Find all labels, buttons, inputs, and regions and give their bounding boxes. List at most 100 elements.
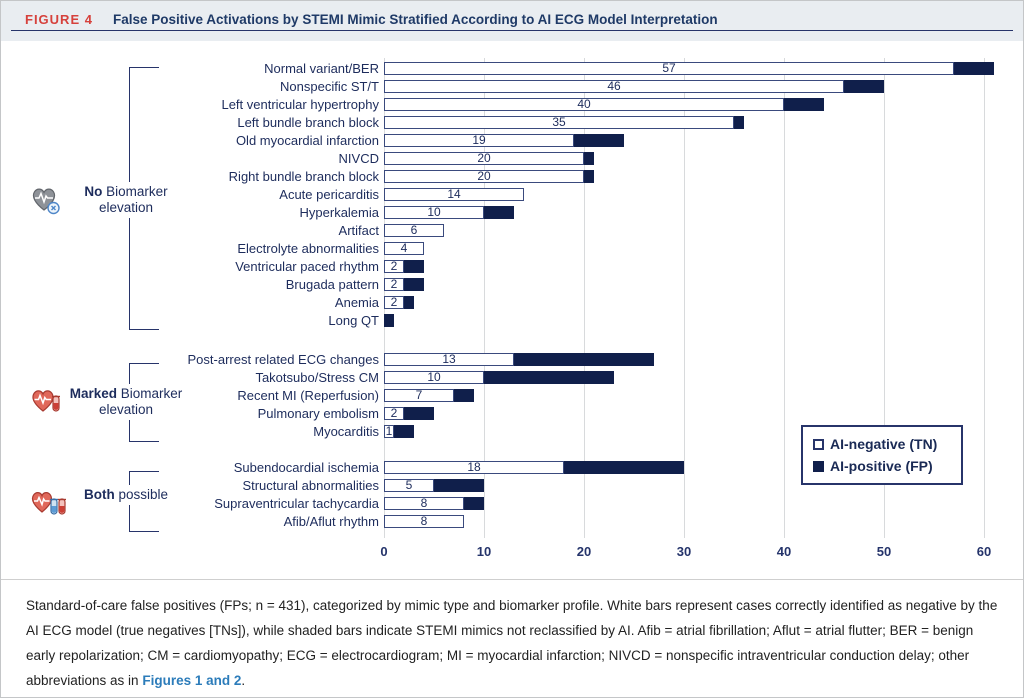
bar-fp-segment <box>404 260 424 273</box>
category-label: Afib/Aflut rhythm <box>283 514 379 529</box>
category-label: Long QT <box>328 313 379 328</box>
bar-value-label: 40 <box>577 97 591 111</box>
x-tick-label: 20 <box>576 544 592 559</box>
heart-ecg-x-icon <box>32 188 60 215</box>
category-label: Right bundle branch block <box>228 169 379 184</box>
bar-tn-segment <box>384 461 564 474</box>
category-label: Acute pericarditis <box>279 187 379 202</box>
bar-tn-segment <box>384 134 574 147</box>
bar-tn-segment <box>384 242 424 255</box>
bar-fp-segment <box>584 152 594 165</box>
legend-item-ai-positive: AI-positive (FP) <box>813 458 951 474</box>
x-tick-label: 40 <box>776 544 792 559</box>
category-label: Left bundle branch block <box>237 115 379 130</box>
category-label: Hyperkalemia <box>299 205 379 220</box>
figure-header: FIGURE 4 False Positive Activations by S… <box>1 1 1023 41</box>
bar-fp-segment <box>954 62 994 75</box>
x-tick-label: 50 <box>876 544 892 559</box>
category-label: Recent MI (Reperfusion) <box>237 388 379 403</box>
bar-fp-segment <box>464 497 484 510</box>
header-rule <box>11 30 1013 31</box>
x-tick-label: 10 <box>476 544 492 559</box>
bar-fp-segment <box>574 134 624 147</box>
gridline <box>684 58 685 538</box>
bar-fp-segment <box>584 170 594 183</box>
bar-value-label: 2 <box>390 295 398 309</box>
bar-tn-segment <box>384 353 514 366</box>
bar-tn-segment <box>384 425 394 438</box>
bar-value-label: 18 <box>467 460 481 474</box>
gridline <box>884 58 885 538</box>
gridline <box>484 58 485 538</box>
bar-value-label: 8 <box>420 514 428 528</box>
bar-value-label: 35 <box>552 115 566 129</box>
x-tick-label: 0 <box>380 544 388 559</box>
bar-value-label: 2 <box>390 259 398 273</box>
bar-value-label: 2 <box>390 406 398 420</box>
bar-tn-segment <box>384 188 524 201</box>
bar-value-label: 19 <box>472 133 486 147</box>
bar-value-label: 10 <box>427 205 441 219</box>
heart-ecg-two-tubes-icon <box>31 492 66 515</box>
category-label: Old myocardial infarction <box>235 133 379 148</box>
category-label: Pulmonary embolism <box>257 406 379 421</box>
bar-tn-segment <box>384 497 464 510</box>
bar-fp-segment <box>734 116 744 129</box>
bar-value-label: 46 <box>607 79 621 93</box>
heart-ecg-tube-icon <box>32 390 60 412</box>
bar-tn-segment <box>384 98 784 111</box>
category-label: Artifact <box>338 223 379 238</box>
bar-fp-segment <box>514 353 654 366</box>
bar-fp-segment <box>394 425 414 438</box>
bar-tn-segment <box>384 407 404 420</box>
bar-tn-segment <box>384 206 484 219</box>
category-label: Post-arrest related ECG changes <box>187 352 379 367</box>
bar-tn-segment <box>384 170 584 183</box>
bar-fp-segment <box>484 371 614 384</box>
category-label: Normal variant/BER <box>264 61 379 76</box>
bar-tn-segment <box>384 515 464 528</box>
bar-value-label: 57 <box>662 61 676 75</box>
bar-value-label: 8 <box>420 496 428 510</box>
bar-fp-segment <box>384 314 394 327</box>
category-label: Left ventricular hypertrophy <box>221 97 379 112</box>
category-label: Supraventricular tachycardia <box>214 496 379 511</box>
category-label: Takotsubo/Stress CM <box>255 370 379 385</box>
category-label: Anemia <box>334 295 379 310</box>
fp-swatch-icon <box>813 460 824 472</box>
bar-value-label: 6 <box>410 223 418 237</box>
bar-value-label: 20 <box>477 151 491 165</box>
bar-fp-segment <box>434 479 484 492</box>
gridline <box>784 58 785 538</box>
bar-tn-segment <box>384 371 484 384</box>
figures-1-and-2-link[interactable]: Figures 1 and 2 <box>142 673 242 688</box>
bar-tn-segment <box>384 152 584 165</box>
bar-tn-segment <box>384 116 734 129</box>
bar-fp-segment <box>784 98 824 111</box>
category-label: Myocarditis <box>313 424 379 439</box>
bar-tn-segment <box>384 224 444 237</box>
bar-value-label: 5 <box>405 478 413 492</box>
category-label: Subendocardial ischemia <box>233 460 379 475</box>
bar-tn-segment <box>384 260 404 273</box>
gridline <box>984 58 985 538</box>
x-tick-label: 60 <box>976 544 992 559</box>
chart-legend: AI-negative (TN) AI-positive (FP) <box>801 425 963 485</box>
category-label: NIVCD <box>338 151 379 166</box>
category-label: Ventricular paced rhythm <box>235 259 379 274</box>
bar-value-label: 1 <box>385 424 393 438</box>
bar-fp-segment <box>404 296 414 309</box>
category-label: Structural abnormalities <box>242 478 379 493</box>
bar-tn-segment <box>384 80 844 93</box>
gridline <box>584 58 585 538</box>
bar-value-label: 14 <box>447 187 461 201</box>
bar-fp-segment <box>484 206 514 219</box>
tn-swatch-icon <box>813 438 824 450</box>
category-label: Electrolyte abnormalities <box>237 241 379 256</box>
section-label-marked-biomarker: Marked Biomarker elevation <box>59 384 193 420</box>
bar-tn-segment <box>384 296 404 309</box>
section-label-no-biomarker: No Biomarker elevation <box>59 182 193 218</box>
x-tick-label: 30 <box>676 544 692 559</box>
